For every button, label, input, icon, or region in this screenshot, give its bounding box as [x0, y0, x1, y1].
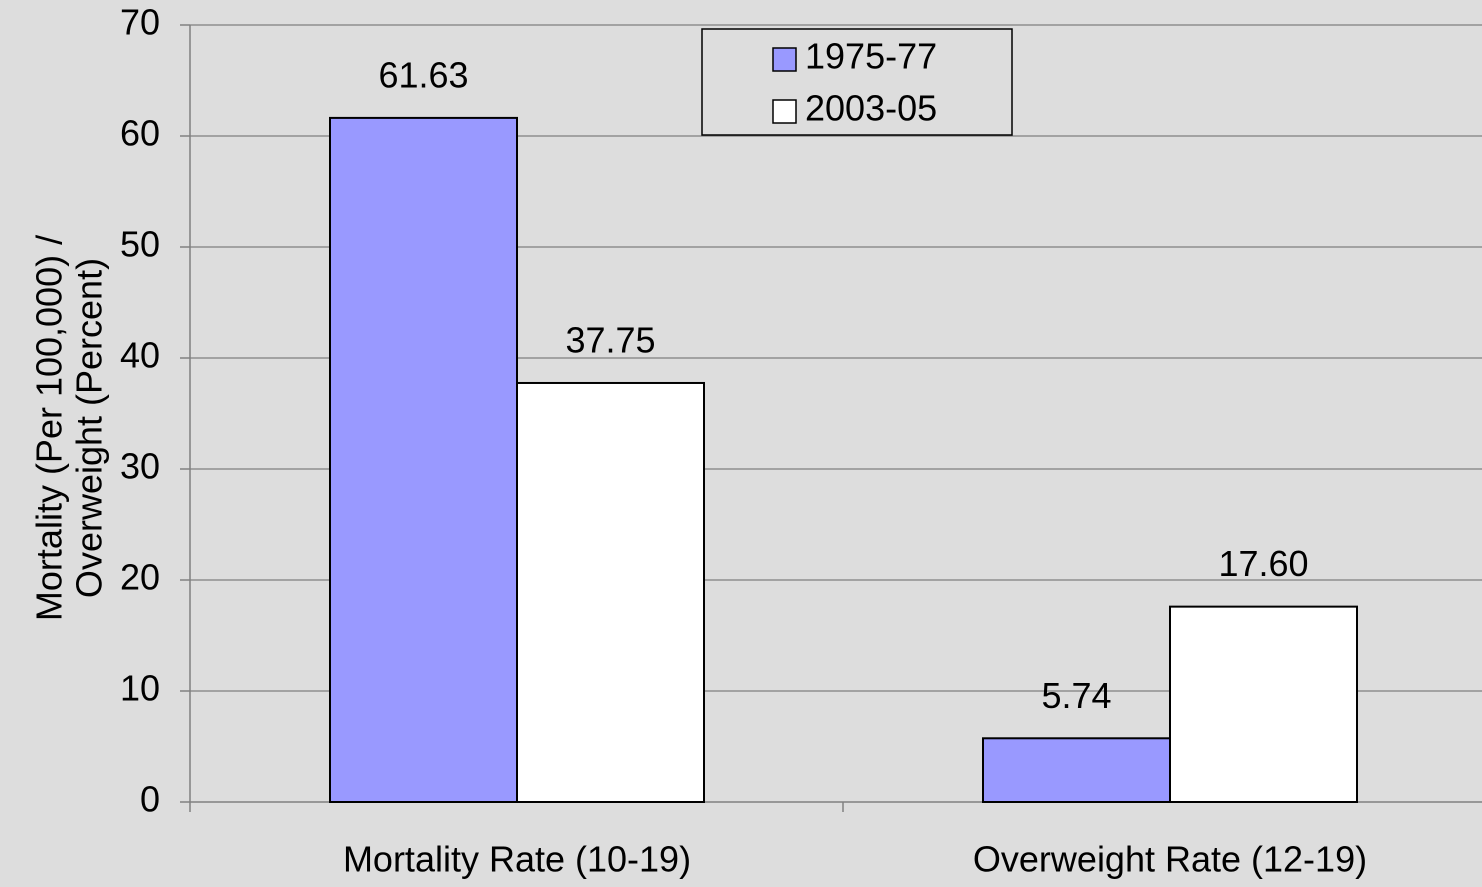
bar	[1169, 605, 1358, 804]
y-tick-label: 0	[140, 779, 160, 820]
legend-swatch	[772, 47, 797, 72]
y-tick-label: 20	[120, 557, 160, 598]
x-tick-label: Mortality Rate (10-19)	[343, 839, 691, 880]
data-label: 61.63	[378, 54, 468, 95]
y-tick-label: 10	[120, 668, 160, 709]
bar	[516, 381, 705, 803]
bar	[982, 737, 1171, 804]
y-tick-label: 70	[120, 2, 160, 43]
data-label: 37.75	[565, 319, 655, 360]
x-tick-label: Overweight Rate (12-19)	[973, 839, 1367, 880]
y-tick-label: 30	[120, 446, 160, 487]
bar	[329, 116, 518, 804]
y-tick-label: 60	[120, 113, 160, 154]
legend-label: 2003-05	[805, 88, 937, 129]
y-axis-title: Mortality (Per 100,000) / Overweight (Pe…	[29, 235, 110, 621]
y-axis-title-line: Mortality (Per 100,000) /	[29, 235, 70, 621]
data-label: 5.74	[1041, 675, 1111, 716]
legend-box	[701, 28, 1013, 136]
legend: 1975-77 2003-05	[701, 28, 1013, 136]
legend-swatch	[772, 99, 797, 124]
y-tick-label: 40	[120, 335, 160, 376]
y-axis-title-line: Overweight (Percent)	[69, 258, 110, 598]
y-tick-label: 50	[120, 224, 160, 265]
data-label: 17.60	[1218, 543, 1308, 584]
legend-label: 1975-77	[805, 36, 937, 77]
